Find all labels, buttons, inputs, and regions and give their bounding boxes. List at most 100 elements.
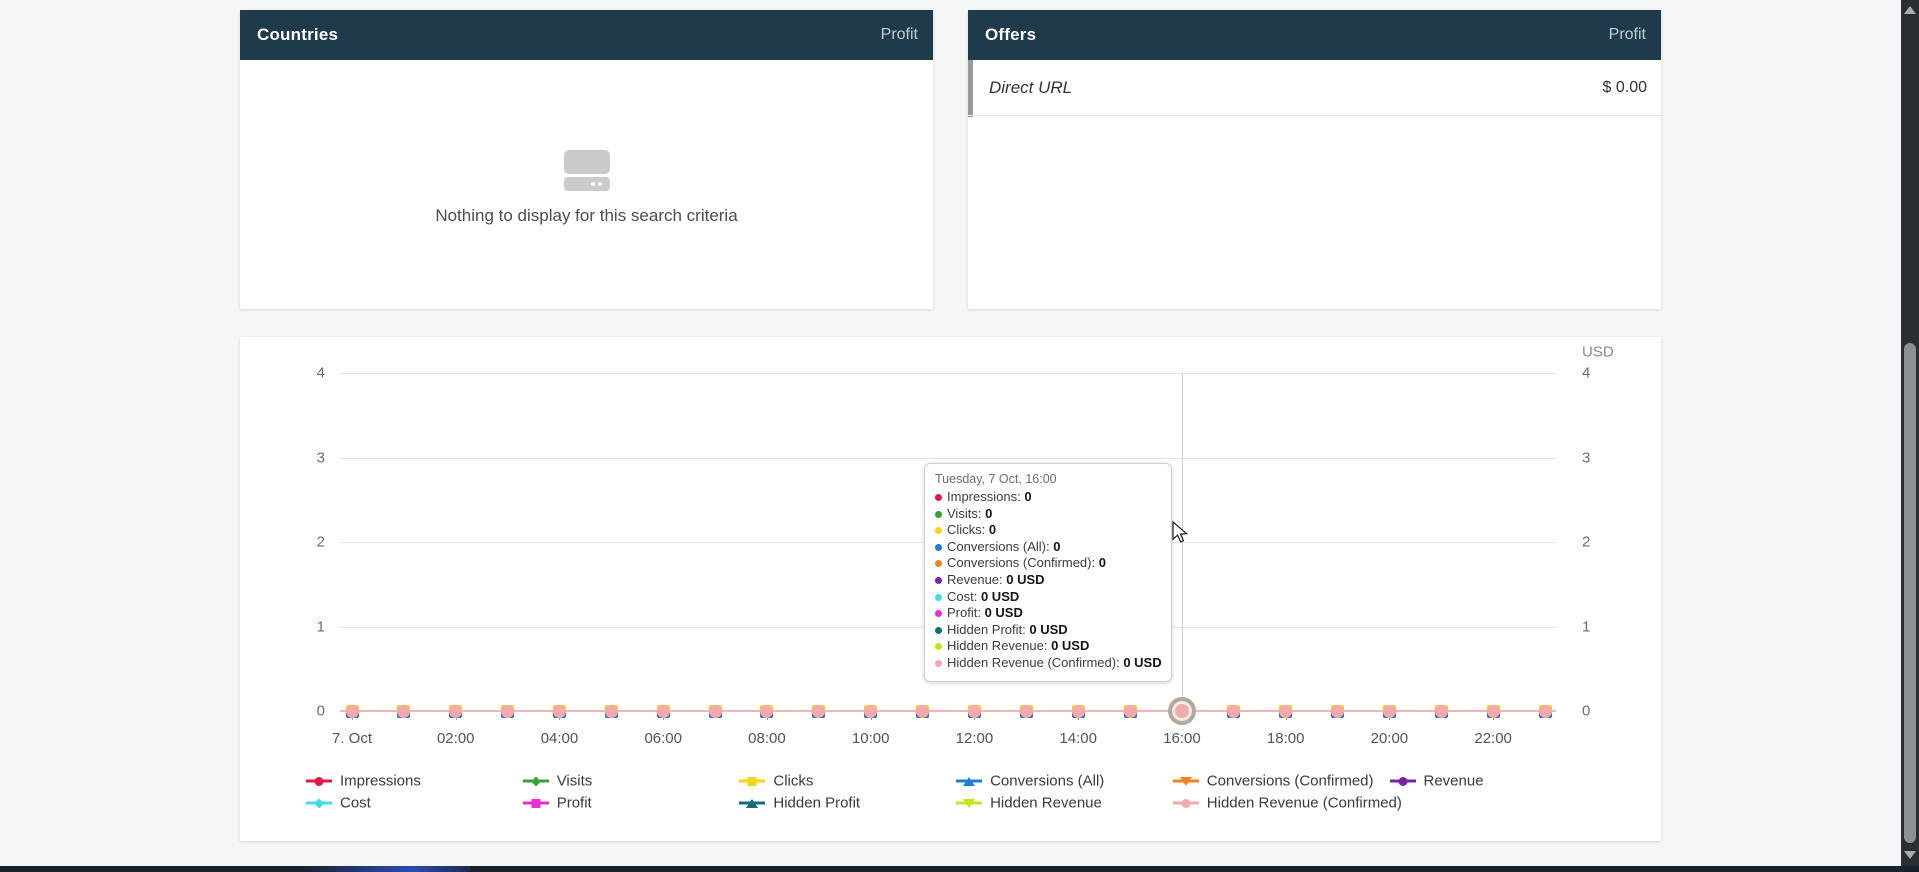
data-point-03:00[interactable]	[501, 704, 515, 718]
countries-metric-label: Profit	[880, 26, 918, 43]
legend-item-visits[interactable]: Visits	[522, 773, 592, 790]
tooltip-item: Profit: 0 USD	[935, 605, 1161, 622]
offers-panel-header: Offers Profit	[968, 10, 1661, 60]
y-axis-label-left: 1	[316, 618, 325, 635]
offers-table-row[interactable]: Direct URL $ 0.00	[968, 60, 1661, 116]
data-point-19:00[interactable]	[1331, 704, 1345, 718]
data-point-05:00[interactable]	[604, 704, 618, 718]
data-point-22:00[interactable]	[1486, 704, 1500, 718]
tooltip-value: 0 USD	[1051, 638, 1090, 654]
offer-profit-value: $ 0.00	[1602, 78, 1647, 96]
legend-label: Profit	[556, 794, 592, 812]
series-bullet-icon	[935, 494, 942, 501]
tooltip-item: Conversions (All): 0	[935, 539, 1161, 556]
legend-item-conversions-confirmed-[interactable]: Conversions (Confirmed)	[1172, 773, 1374, 790]
scroll-up-arrow-icon[interactable]	[1904, 6, 1916, 14]
data-point-21:00[interactable]	[1434, 704, 1448, 718]
diamond-marker-icon	[306, 797, 332, 810]
x-axis-label: 20:00	[1370, 730, 1409, 747]
y-axis-label-left: 2	[316, 533, 325, 551]
offers-panel: Offers Profit Direct URL $ 0.00	[968, 10, 1661, 309]
legend-label: Cost	[340, 794, 371, 812]
x-axis-label: 06:00	[644, 730, 682, 747]
series-bullet-icon	[935, 610, 942, 618]
countries-panel-header: Countries Profit	[240, 10, 933, 60]
triangle-down-marker-icon	[1172, 775, 1199, 788]
data-point-12:00[interactable]	[967, 704, 981, 718]
diamond-marker-icon	[522, 775, 549, 788]
tooltip-item: Clicks: 0	[935, 522, 1161, 539]
x-axis-label: 10:00	[851, 730, 890, 747]
countries-panel-title: Countries	[257, 25, 339, 44]
legend-item-revenue[interactable]: Revenue	[1389, 773, 1484, 790]
x-axis-label: 7. Oct	[331, 730, 373, 747]
legend-item-clicks[interactable]: Clicks	[739, 773, 813, 790]
y-axis-label-right: 2	[1582, 533, 1591, 551]
tooltip-value: 0	[1098, 555, 1106, 571]
tooltip-item: Hidden Profit: 0 USD	[935, 622, 1161, 639]
series-bullet-icon	[935, 527, 942, 535]
data-point-04:00[interactable]	[552, 704, 566, 718]
offers-metric-label: Profit	[1608, 26, 1646, 43]
series-bullet-icon	[935, 543, 942, 551]
legend-item-conversions-all-[interactable]: Conversions (All)	[956, 773, 1104, 790]
y-axis-label-right: 3	[1582, 449, 1591, 466]
data-point-14:00[interactable]	[1071, 704, 1085, 718]
empty-data-card-icon	[563, 150, 610, 191]
data-point-08:00[interactable]	[760, 704, 774, 718]
data-point-06:00[interactable]	[656, 704, 670, 718]
scrollbar-thumb[interactable]	[1904, 343, 1916, 843]
tooltip-title: Tuesday, 7 Oct, 16:00	[935, 472, 1057, 486]
series-bullet-icon	[935, 593, 942, 601]
legend-item-impressions[interactable]: Impressions	[306, 773, 421, 790]
y-axis-label-right: 1	[1582, 618, 1591, 635]
hovered-data-point[interactable]	[1168, 697, 1196, 725]
legend-label: Clicks	[773, 772, 814, 790]
data-point-02:00[interactable]	[449, 704, 463, 718]
bottom-status-bar	[0, 866, 1919, 872]
data-point-00:00[interactable]	[345, 704, 359, 718]
data-point-15:00[interactable]	[1123, 704, 1137, 718]
data-point-20:00[interactable]	[1382, 704, 1396, 718]
crosshair-line	[1182, 373, 1183, 711]
offers-scroll-indicator[interactable]	[968, 60, 973, 117]
offers-panel-title: Offers	[985, 25, 1037, 44]
legend-item-cost[interactable]: Cost	[306, 795, 371, 812]
circle-marker-icon	[1172, 797, 1199, 810]
y-axis-label-left: 0	[316, 702, 325, 720]
square-marker-icon	[522, 797, 549, 810]
data-point-11:00[interactable]	[916, 704, 930, 718]
x-axis-label: 04:00	[540, 730, 579, 747]
countries-panel: Countries Profit Nothing to display for …	[240, 10, 933, 309]
data-point-17:00[interactable]	[1227, 704, 1241, 718]
y-axis-label-left: 3	[316, 449, 325, 466]
legend-item-hidden-revenue-confirmed-[interactable]: Hidden Revenue (Confirmed)	[1172, 795, 1402, 812]
tooltip-value: 0	[985, 505, 993, 521]
series-bullet-icon	[935, 659, 942, 667]
data-point-07:00[interactable]	[708, 704, 722, 718]
data-point-01:00[interactable]	[397, 704, 411, 718]
data-point-10:00[interactable]	[864, 704, 878, 718]
triangle-up-marker-icon	[956, 775, 983, 788]
data-point-09:00[interactable]	[812, 704, 826, 718]
square-marker-icon	[739, 775, 766, 788]
legend-item-hidden-profit[interactable]: Hidden Profit	[739, 795, 860, 812]
page-scrollbar[interactable]	[1901, 0, 1919, 872]
x-axis-label: 14:00	[1059, 730, 1097, 747]
legend-item-profit[interactable]: Profit	[522, 794, 592, 812]
tooltip-value: 0 USD	[1123, 654, 1162, 670]
data-point-18:00[interactable]	[1279, 704, 1293, 718]
tooltip-item: Impressions: 0	[935, 489, 1161, 506]
tooltip-value: 0	[1024, 489, 1032, 504]
offer-name[interactable]: Direct URL	[989, 77, 1073, 97]
x-axis-label: 12:00	[955, 730, 994, 747]
data-point-23:00[interactable]	[1538, 704, 1552, 718]
x-axis-label: 08:00	[748, 730, 786, 747]
triangle-down-marker-icon	[956, 797, 983, 810]
data-point-13:00[interactable]	[1019, 704, 1033, 718]
tooltip-value: 0	[988, 522, 997, 538]
legend-item-hidden-revenue[interactable]: Hidden Revenue	[956, 795, 1102, 812]
chart-tooltip: Tuesday, 7 Oct, 16:00 Impressions: 0 Visi…	[924, 463, 1172, 682]
bottom-bar-glow	[300, 866, 470, 872]
scroll-down-arrow-icon[interactable]	[1904, 851, 1916, 859]
